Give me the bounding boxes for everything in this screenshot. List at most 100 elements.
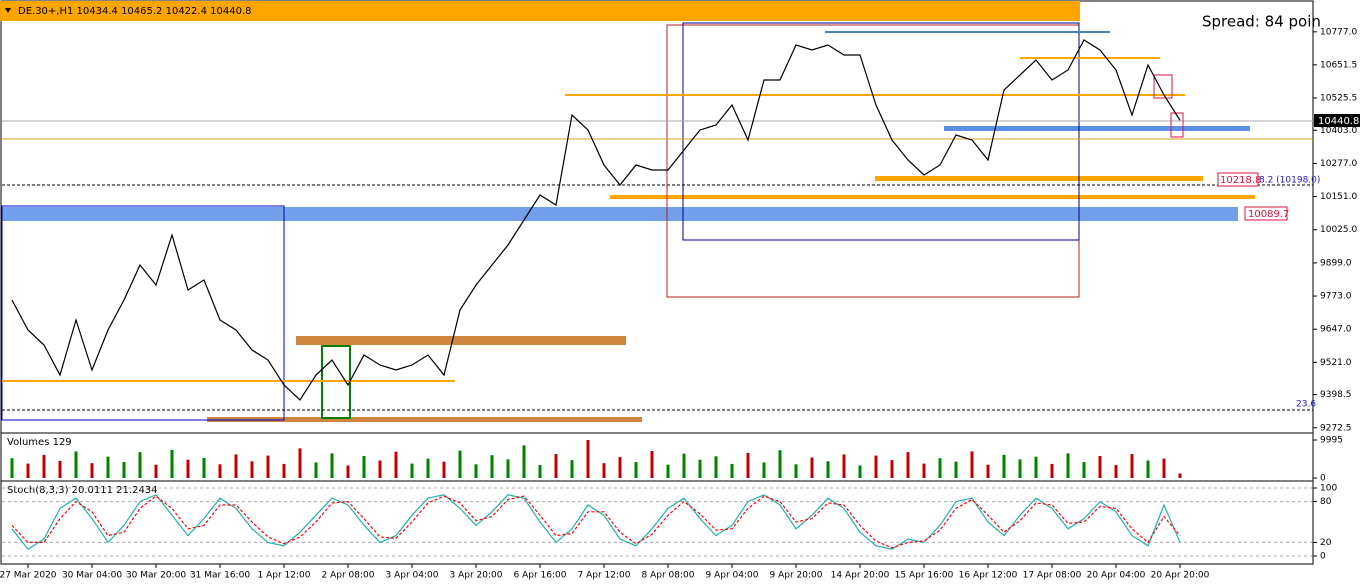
box	[682, 22, 1080, 241]
volume-bar	[538, 465, 542, 478]
volume-bar	[1178, 473, 1182, 478]
volume-bar	[266, 455, 270, 478]
volume-bar	[666, 464, 670, 478]
volume-bar	[186, 459, 190, 478]
y-tick-label: 9899.0	[1320, 258, 1352, 268]
y-tick-label: 10777.0	[1320, 27, 1357, 37]
volume-bar	[826, 461, 830, 478]
volume-bar	[1018, 459, 1022, 478]
x-tick-label: 20 Apr 04:00	[1087, 571, 1146, 581]
y-tick-label: 10277.0	[1320, 159, 1357, 169]
box	[1, 205, 285, 421]
volume-bar	[522, 445, 526, 478]
y-tick-label: 9773.0	[1320, 292, 1352, 302]
volume-bar	[138, 452, 142, 478]
volume-bar	[202, 457, 206, 478]
annotation: 10218.8	[1220, 175, 1261, 186]
volume-bar	[794, 464, 798, 478]
volume-bar	[746, 452, 750, 478]
volume-bar	[938, 458, 942, 478]
volume-bar	[650, 451, 654, 478]
x-tick-label: 30 Mar 20:00	[126, 571, 186, 581]
volume-bar	[250, 461, 254, 478]
volume-bar	[778, 450, 782, 478]
annotation: 10089.7	[1248, 209, 1289, 220]
volume-bar	[922, 463, 926, 478]
volume-bar	[506, 459, 510, 478]
volume-bar	[394, 451, 398, 478]
volume-bar	[986, 464, 990, 478]
y-tick-label: 10525.5	[1320, 94, 1357, 104]
volume-bar	[42, 454, 46, 478]
x-tick-label: 3 Apr 20:00	[450, 571, 503, 581]
y-tick-label: 9995	[1320, 436, 1343, 446]
volume-bar	[1034, 456, 1038, 478]
volume-bar	[810, 457, 814, 478]
volume-bar	[762, 462, 766, 478]
x-tick-label: 2 Apr 08:00	[322, 571, 375, 581]
volume-bar	[1082, 462, 1086, 478]
volume-bar	[1162, 458, 1166, 478]
zone-band	[207, 417, 642, 422]
current-price-box	[1314, 114, 1360, 127]
x-tick-label: 3 Apr 04:00	[386, 571, 439, 581]
volume-bar	[714, 456, 718, 478]
panel-title: Volumes 129	[7, 437, 72, 448]
y-tick-label: 10403.0	[1320, 126, 1357, 136]
volume-bar	[426, 458, 430, 478]
volume-bar	[1002, 454, 1006, 478]
x-tick-label: 9 Apr 04:00	[706, 571, 759, 581]
price-tag	[1217, 172, 1259, 187]
volume-bar	[1130, 454, 1134, 478]
volume-bar	[954, 461, 958, 478]
x-tick-label: 16 Apr 12:00	[959, 571, 1018, 581]
volume-bar	[282, 463, 286, 478]
volume-bar	[1098, 455, 1102, 478]
x-tick-label: 17 Apr 08:00	[1023, 571, 1082, 581]
panel-title: Stoch(8,3,3) 20.0111 21.2434	[7, 485, 158, 496]
volume-bar	[330, 453, 334, 478]
volume-bar	[490, 455, 494, 478]
volume-bar	[634, 462, 638, 478]
volume-bar	[570, 460, 574, 478]
y-tick-label: 20	[1320, 538, 1332, 548]
header-arrow	[5, 8, 11, 13]
x-tick-label: 6 Apr 16:00	[514, 571, 567, 581]
volume-bar	[218, 464, 222, 478]
y-tick-label: 9398.5	[1320, 390, 1352, 400]
price-line	[11, 495, 1181, 549]
volume-bar	[74, 451, 78, 478]
volume-bar	[618, 457, 622, 478]
volume-bar	[698, 459, 702, 478]
volume-bar	[970, 451, 974, 478]
volume-bar	[554, 454, 558, 478]
volume-bar	[170, 449, 174, 478]
volume-bar	[458, 450, 462, 478]
volume-bar	[906, 452, 910, 478]
x-tick-label: 15 Apr 16:00	[895, 571, 954, 581]
volume-bar	[730, 463, 734, 478]
y-tick-label: 10025.0	[1320, 225, 1357, 235]
box	[1170, 112, 1184, 138]
y-tick-label: 9272.5	[1320, 423, 1352, 433]
volume-bar	[122, 462, 126, 478]
y-tick-label: 10151.0	[1320, 192, 1357, 202]
zone-band	[296, 336, 626, 345]
volume-bar	[10, 458, 14, 478]
volume-bar	[1050, 463, 1054, 478]
y-tick-label: 0	[1320, 552, 1326, 562]
volume-bar	[106, 456, 110, 478]
volume-bar	[378, 460, 382, 478]
volume-bar	[58, 460, 62, 478]
x-tick-label: 20 Apr 20:00	[1151, 571, 1210, 581]
volume-bar	[858, 465, 862, 478]
x-tick-label: 30 Mar 04:00	[62, 571, 122, 581]
x-tick-label: 1 Apr 12:00	[258, 571, 311, 581]
x-tick-label: 7 Apr 12:00	[578, 571, 631, 581]
price-tag	[1244, 206, 1288, 221]
volume-bar	[314, 462, 318, 478]
volume-bar	[442, 461, 446, 478]
price-line	[11, 39, 1181, 401]
volume-bar	[842, 454, 846, 478]
x-tick-label: 27 Mar 2020	[0, 571, 57, 581]
